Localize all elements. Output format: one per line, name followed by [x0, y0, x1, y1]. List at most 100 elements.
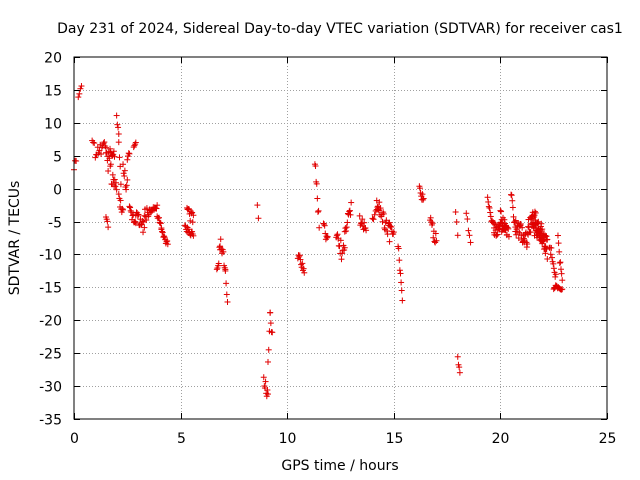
data-point — [78, 83, 85, 90]
data-point — [344, 219, 351, 226]
data-point — [493, 232, 500, 239]
data-point — [141, 212, 148, 219]
data-point — [416, 185, 423, 192]
data-point — [508, 192, 515, 199]
data-point — [141, 224, 148, 231]
data-point — [531, 208, 538, 215]
data-point — [398, 279, 405, 286]
data-point — [217, 236, 224, 243]
data-point — [456, 364, 463, 371]
data-point — [396, 257, 403, 264]
data-point — [343, 224, 350, 231]
data-point — [454, 353, 461, 360]
y-tick-label: 10 — [44, 117, 62, 133]
data-point — [164, 241, 171, 248]
data-point — [552, 271, 559, 278]
data-point — [113, 112, 120, 119]
data-point — [312, 163, 319, 170]
data-point — [371, 211, 378, 218]
x-tick-labels: 0 5 10 15 20 25 — [70, 431, 616, 447]
data-point — [155, 214, 162, 221]
data-point — [334, 231, 341, 238]
data-point — [130, 144, 137, 151]
y-tick-label: -35 — [39, 413, 62, 429]
data-point — [333, 232, 340, 239]
data-point — [538, 220, 545, 227]
data-point — [265, 346, 272, 353]
data-point — [484, 194, 491, 201]
y-tick-label: 15 — [44, 84, 62, 100]
data-point — [223, 291, 230, 298]
data-point — [513, 231, 520, 238]
data-point — [487, 213, 494, 220]
data-point — [255, 215, 262, 222]
data-point — [429, 220, 436, 227]
data-point — [487, 209, 494, 216]
data-point — [125, 150, 132, 157]
data-point — [105, 168, 112, 175]
data-point — [497, 207, 504, 214]
data-point — [113, 179, 120, 186]
data-point — [301, 269, 308, 276]
data-point — [558, 270, 565, 277]
data-point — [154, 202, 161, 209]
data-point — [427, 214, 434, 221]
data-point — [299, 260, 306, 267]
data-point — [544, 256, 551, 263]
data-point — [342, 225, 349, 232]
data-point — [550, 260, 557, 267]
data-point — [265, 391, 272, 398]
data-point — [90, 139, 97, 146]
data-point — [297, 256, 304, 263]
data-point — [369, 215, 376, 222]
data-point — [219, 250, 226, 257]
data-point — [338, 256, 345, 263]
data-point — [114, 121, 121, 128]
data-point — [117, 181, 124, 188]
y-tick-label: -5 — [48, 216, 62, 232]
data-point — [346, 208, 353, 215]
data-point — [395, 245, 402, 252]
data-point — [160, 233, 167, 240]
data-point — [314, 195, 321, 202]
data-point — [386, 238, 393, 245]
data-point — [377, 205, 384, 212]
data-point — [510, 213, 517, 220]
data-point — [121, 167, 128, 174]
y-tick-labels: 20 15 10 5 0 -5 -10 -15 -20 -25 -30 -35 — [39, 51, 62, 429]
data-point — [363, 227, 370, 234]
data-point — [220, 248, 227, 255]
data-point — [383, 217, 390, 224]
data-point — [322, 230, 329, 237]
x-tick-label: 20 — [492, 431, 510, 447]
data-point — [127, 207, 134, 214]
data-point — [556, 248, 563, 255]
data-point — [525, 223, 532, 230]
data-point — [131, 142, 138, 149]
data-point — [267, 320, 274, 327]
x-tick-label: 10 — [279, 431, 297, 447]
data-point — [313, 180, 320, 187]
data-point — [314, 208, 321, 215]
data-point — [110, 148, 117, 155]
data-point — [380, 210, 387, 217]
data-point — [464, 216, 471, 223]
data-point — [486, 204, 493, 211]
data-point — [559, 277, 566, 284]
data-point — [379, 218, 386, 225]
data-point — [376, 199, 383, 206]
data-point — [467, 239, 474, 246]
data-point — [190, 212, 197, 219]
data-point — [505, 233, 512, 240]
data-point — [519, 224, 526, 231]
data-point — [132, 220, 139, 227]
data-point — [341, 228, 348, 235]
y-tick-label: 0 — [53, 183, 62, 199]
data-point — [101, 139, 108, 146]
data-point — [347, 211, 354, 218]
data-point — [265, 358, 272, 365]
data-point — [115, 124, 122, 131]
data-point — [75, 94, 82, 101]
data-point — [396, 267, 403, 274]
